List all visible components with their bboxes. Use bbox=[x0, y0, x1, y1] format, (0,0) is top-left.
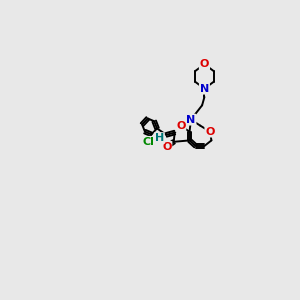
Text: O: O bbox=[162, 142, 172, 152]
Text: N: N bbox=[186, 115, 196, 124]
Text: O: O bbox=[205, 127, 215, 136]
Text: H: H bbox=[155, 133, 164, 143]
Text: O: O bbox=[200, 59, 209, 69]
Text: O: O bbox=[176, 121, 185, 131]
Text: N: N bbox=[200, 84, 209, 94]
Text: Cl: Cl bbox=[142, 137, 154, 147]
